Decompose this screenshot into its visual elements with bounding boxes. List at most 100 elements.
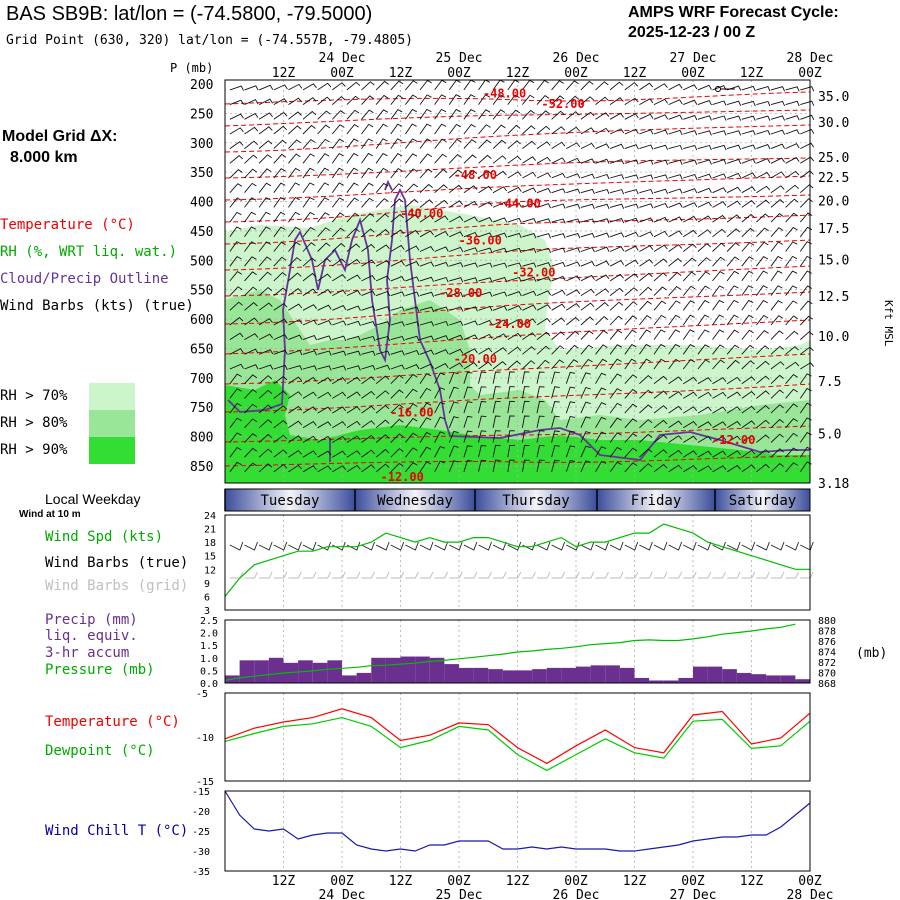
wind-chill-tick-label: -25 (192, 827, 210, 838)
wind-barb (668, 174, 683, 180)
wind-barb (770, 433, 784, 443)
bottom-hour-label: 00Z (330, 874, 354, 889)
wind-barb (770, 463, 784, 473)
wind-barb (668, 114, 683, 120)
wind-barb (375, 275, 391, 282)
wind-barb (522, 346, 536, 355)
wind-barb (258, 333, 274, 341)
wind-barb (565, 459, 576, 473)
wind-barb (419, 138, 432, 149)
wind-barb (609, 112, 624, 120)
wind-barb (566, 218, 581, 224)
wind-barb (273, 434, 288, 443)
wind-barb (507, 291, 522, 297)
precip-bar (634, 677, 650, 683)
wind-barb (463, 386, 473, 399)
wind-barb (799, 198, 813, 208)
wind-barb (448, 94, 461, 105)
wind-barb (668, 435, 683, 443)
grid-wind-barb (332, 571, 346, 579)
wind-barb (244, 433, 258, 443)
wind-chill-tick-label: -20 (192, 807, 210, 818)
wind-barb (624, 301, 638, 311)
wind-barb (492, 319, 508, 326)
wind-barb (375, 463, 390, 473)
isotherm-label: -16.00 (390, 406, 433, 420)
wind-barb (273, 226, 286, 238)
wind-barb (726, 130, 742, 136)
wind-barb (507, 155, 522, 164)
wind-barb (346, 197, 359, 208)
grid-wind-barb (405, 571, 419, 579)
wind-barb (229, 332, 244, 340)
wind-barb (551, 247, 566, 253)
wind-barb (361, 376, 376, 385)
precip-tick-label: 1.0 (200, 654, 218, 665)
pressure-tick-label: 450 (190, 225, 213, 240)
wind-barb (682, 314, 695, 326)
wind-barb (580, 358, 593, 370)
wind-barb (448, 445, 459, 458)
wind-barb (580, 431, 591, 443)
wind-barb (434, 246, 449, 252)
precip-bar (619, 667, 635, 683)
wind-barb (770, 86, 786, 92)
wind-barb (624, 329, 637, 340)
wind-barb (244, 348, 259, 355)
wind-barb (770, 100, 786, 107)
wind-barb (478, 319, 493, 326)
wind-barb (448, 138, 462, 149)
grid-wind-barb (317, 571, 332, 579)
wind-barb (449, 215, 464, 223)
height-tick-label: 17.5 (818, 222, 849, 237)
wind-barb (609, 143, 625, 150)
wind-barb (697, 257, 711, 267)
wind-barb (273, 464, 288, 473)
precip-bar (795, 679, 810, 683)
wind-barb (302, 450, 317, 458)
wind-barb (448, 401, 459, 414)
wind-barb (551, 203, 566, 209)
wind-barb (258, 419, 273, 429)
wind-barb (302, 97, 317, 105)
wind-barb (565, 330, 580, 340)
wind-barb (522, 202, 537, 209)
wind-chill-tick-label: -35 (192, 867, 210, 878)
wind-barb (551, 80, 564, 91)
wind-barb (434, 153, 447, 164)
wind-barb (522, 125, 536, 135)
wind-barb (492, 232, 508, 238)
wind-barb (302, 435, 317, 443)
wind-barb (463, 401, 473, 414)
wind-barb (609, 373, 622, 384)
wind-barb (668, 202, 683, 208)
precip-bar (722, 669, 737, 683)
wind-barb (609, 273, 624, 282)
wind-barb (288, 211, 301, 223)
surface-wind-barb (653, 541, 668, 551)
wind-barb (244, 286, 258, 296)
wind-barb (741, 85, 756, 92)
wind-barb (288, 464, 303, 473)
wind-barbs-legend: Wind Barbs (kts) (true) (0, 298, 194, 314)
wind-barb (229, 155, 244, 164)
wind-barb (390, 244, 405, 252)
wind-barb (566, 303, 580, 311)
wind-barb (697, 243, 712, 252)
wind-barb (770, 300, 783, 311)
bottom-hour-label: 12Z (506, 874, 530, 889)
wind-barb (434, 168, 448, 179)
wind-barb (361, 305, 376, 312)
wind-barb (741, 329, 754, 340)
wind-barb (536, 141, 551, 149)
wind-barb (273, 349, 288, 355)
wind-barb (419, 363, 434, 370)
wind-barb (785, 374, 798, 384)
wind-barb (332, 435, 347, 443)
wind-barb (697, 450, 712, 458)
wind-barb (624, 217, 639, 224)
wind-barb (390, 321, 405, 327)
wind-barb (668, 230, 683, 238)
wind-barb (288, 125, 302, 135)
wind-barb (317, 167, 330, 179)
